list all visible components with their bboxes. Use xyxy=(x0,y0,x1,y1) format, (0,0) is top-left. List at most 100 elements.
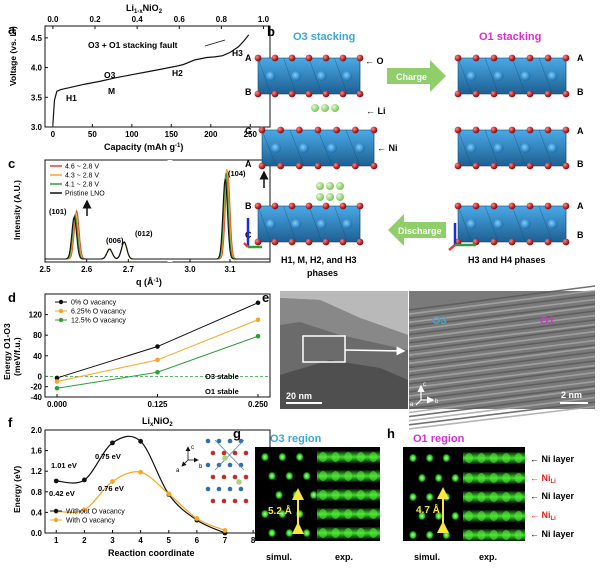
experimental-blob xyxy=(331,528,340,538)
inset-atom xyxy=(243,450,249,456)
h-exp-label: exp. xyxy=(479,552,497,562)
o-atom xyxy=(454,238,462,246)
d-point xyxy=(155,369,160,375)
experimental-blob xyxy=(477,530,486,540)
o-atom xyxy=(295,126,303,134)
b-axes-left xyxy=(243,218,262,249)
lattice-fringe xyxy=(408,392,596,418)
o-atom xyxy=(544,90,552,98)
slab-facet xyxy=(457,129,472,167)
simulated-spot xyxy=(450,511,460,521)
inset-atom xyxy=(216,462,222,468)
f-xtick-label: 5 xyxy=(167,536,172,545)
inset-atom xyxy=(210,474,216,480)
experimental-blob xyxy=(356,471,365,481)
ni-atom xyxy=(299,143,309,153)
experimental-blob xyxy=(331,452,340,462)
lattice-fringe xyxy=(408,326,596,352)
d-point xyxy=(155,344,160,349)
simulated-spot xyxy=(450,473,460,483)
ni-atom xyxy=(316,71,327,81)
d-xtick-label: 0.250 xyxy=(248,400,269,409)
o-atom xyxy=(271,54,279,62)
experimental-blob xyxy=(369,452,378,462)
inset-atom xyxy=(243,498,249,504)
o-atom xyxy=(271,202,279,210)
inset-li-atom xyxy=(236,479,242,485)
f-ytick-label: 0.4 xyxy=(31,508,43,517)
d-legend-marker xyxy=(58,317,64,323)
simulated-spot xyxy=(425,530,435,540)
f-point xyxy=(222,528,228,533)
ni-atom xyxy=(342,219,353,229)
simulated-spot xyxy=(284,471,294,481)
lattice-fringe xyxy=(408,387,596,414)
discharge-label: Discharge xyxy=(398,226,442,236)
a-xtick-label: 250 xyxy=(244,130,258,139)
experimental-blob xyxy=(514,492,523,502)
simulated-spot xyxy=(295,452,305,462)
o3-layer-label: B xyxy=(245,87,252,97)
lattice-fringe xyxy=(408,294,596,319)
inset-atom xyxy=(232,498,238,504)
lattice-fringe xyxy=(408,289,596,315)
panel-g: g O3 region 5.2 Å simul. exp. xyxy=(233,426,380,562)
tem-scale-label-left: 20 nm xyxy=(286,391,312,401)
g-exp-label: exp. xyxy=(335,552,353,562)
d-ytick-label: 40 xyxy=(33,352,42,361)
o-atom xyxy=(356,202,364,210)
panel-h: h O1 region 4.7 Å simul. exp. ← Ni layer… xyxy=(387,426,575,562)
panel-c-xrd-curves xyxy=(45,168,270,260)
panel-e: e 20 nm O3 O1 c a b 2 nm xyxy=(262,285,596,430)
lattice-fringe xyxy=(408,346,596,373)
charge-arrow-shape xyxy=(387,60,446,92)
simulated-spot xyxy=(302,528,312,538)
a-xtick-label: 150 xyxy=(165,130,179,139)
ni-atom xyxy=(466,71,477,81)
f-ytick-label: 2.0 xyxy=(31,426,43,435)
slab-facet xyxy=(257,205,271,243)
o-atom xyxy=(254,90,262,98)
o-atom xyxy=(305,238,313,246)
experimental-blob xyxy=(514,530,523,540)
f-ytick-label: 1.2 xyxy=(31,467,43,476)
annot-h1: H1 xyxy=(66,93,77,103)
inset-atom xyxy=(227,438,233,444)
experimental-blob xyxy=(502,473,511,483)
panel-a-top-axis-label: Li1-xNiO2 xyxy=(126,3,163,15)
ni-atom xyxy=(355,143,365,153)
f-xtick-label: 8 xyxy=(251,536,256,545)
f-ytick-label: 1.6 xyxy=(31,447,43,456)
o-atom xyxy=(339,90,347,98)
discharge-arrow: Discharge xyxy=(388,214,446,246)
slab-facet xyxy=(457,57,472,95)
o-atom xyxy=(472,238,480,246)
peak-101: (101) xyxy=(49,207,67,216)
o-atom xyxy=(277,126,285,134)
experimental-blob xyxy=(356,509,365,519)
barrier-label-3: 0.42 eV xyxy=(49,489,75,498)
li-atom xyxy=(336,182,344,190)
o-atom xyxy=(472,162,480,170)
inset-atom xyxy=(227,486,233,492)
a-xtick-label: 100 xyxy=(125,130,139,139)
slab-facet xyxy=(289,129,305,167)
o3-layer-label: C xyxy=(245,126,252,136)
o-atom xyxy=(562,126,570,134)
o-atom xyxy=(562,54,570,62)
lattice-fringe xyxy=(408,330,596,356)
o-atom xyxy=(305,90,313,98)
o-atom xyxy=(490,162,498,170)
o-atom xyxy=(258,162,266,170)
ni-atom xyxy=(547,71,558,81)
inset-atom xyxy=(221,474,227,480)
inset-atom xyxy=(221,498,227,504)
f-ytick-label: 0.8 xyxy=(31,488,43,497)
o-atom xyxy=(562,238,570,246)
f-point xyxy=(138,469,144,475)
experimental-blob xyxy=(344,452,353,462)
barrier-label-1: 1.01 eV xyxy=(51,461,77,470)
lattice-fringe xyxy=(408,367,596,393)
f-xtick-label: 7 xyxy=(223,536,228,545)
peak-006: (006) xyxy=(106,236,124,245)
